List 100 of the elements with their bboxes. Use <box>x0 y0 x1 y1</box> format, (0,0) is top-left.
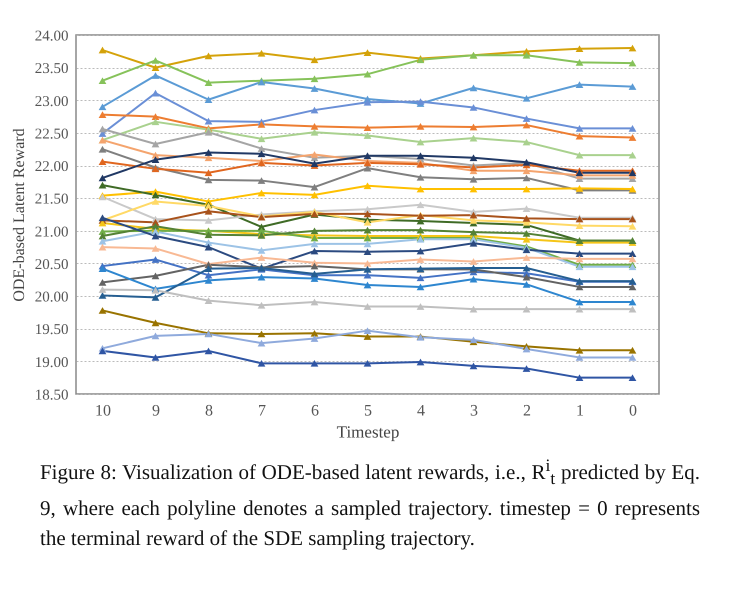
point <box>416 256 424 263</box>
point <box>204 217 212 224</box>
point <box>310 262 318 270</box>
point <box>204 265 212 272</box>
point <box>576 354 584 361</box>
point <box>152 72 160 79</box>
point <box>98 265 106 272</box>
point <box>364 333 372 340</box>
point <box>416 174 424 181</box>
point <box>98 46 106 54</box>
x-tick-label: 10 <box>95 402 111 420</box>
y-tick-label: 19.50 <box>34 322 68 338</box>
point <box>98 279 106 286</box>
point <box>152 118 160 126</box>
y-tick-label: 22.50 <box>34 126 68 142</box>
point <box>98 77 106 84</box>
point <box>522 138 530 146</box>
point <box>364 132 372 139</box>
point <box>310 85 318 92</box>
point <box>364 260 372 267</box>
caption: Figure 8: Visualization of ODE-based latent rewards, i.e., R$^{i}$$_{t}$ predicted by Eq. 9, where each polyline denotes a sampled trajectory. timestep = 0 represents the terminal reward of the SDE sampling trajectory. <box>40 454 700 552</box>
y-tick-label: 20.00 <box>34 290 68 306</box>
point <box>522 365 530 372</box>
point <box>152 64 160 71</box>
point <box>204 272 212 279</box>
point <box>204 231 212 238</box>
point <box>522 306 530 312</box>
point <box>470 276 478 282</box>
point <box>628 60 636 66</box>
point <box>364 360 372 367</box>
x-tick-label: 0 <box>629 402 637 420</box>
point <box>470 104 478 111</box>
point <box>258 340 266 346</box>
point <box>98 244 106 250</box>
point <box>204 52 212 60</box>
point <box>310 128 318 136</box>
x-tick-label: 2 <box>523 402 531 420</box>
point <box>152 90 160 96</box>
point <box>152 156 160 164</box>
point <box>310 360 318 367</box>
point <box>416 248 424 254</box>
point <box>98 126 106 132</box>
point <box>522 115 530 122</box>
y-tick-label: 23.50 <box>34 61 68 78</box>
point <box>522 94 530 102</box>
point <box>522 186 530 192</box>
point <box>576 152 584 158</box>
point <box>576 124 584 132</box>
point <box>152 222 160 230</box>
point <box>470 154 478 162</box>
point <box>416 274 424 282</box>
point <box>310 227 318 234</box>
point <box>98 174 106 182</box>
point <box>416 358 424 366</box>
y-tick-label: 24.00 <box>34 28 68 44</box>
point <box>628 346 636 354</box>
point <box>204 176 212 184</box>
point <box>576 374 584 382</box>
point <box>98 307 106 314</box>
point <box>98 182 106 188</box>
point <box>364 327 372 334</box>
point <box>98 103 106 110</box>
point <box>364 218 372 226</box>
point <box>310 240 318 248</box>
point <box>310 123 318 130</box>
point <box>628 374 636 382</box>
point <box>522 122 530 128</box>
point <box>98 232 106 240</box>
point <box>576 250 584 258</box>
point <box>204 297 212 304</box>
point <box>470 362 478 370</box>
point <box>628 250 636 258</box>
point <box>98 214 106 222</box>
point <box>576 256 584 262</box>
point <box>204 169 212 176</box>
point <box>98 348 106 354</box>
point <box>522 274 530 281</box>
point <box>416 201 424 208</box>
point <box>258 360 266 367</box>
point <box>152 113 160 120</box>
point <box>364 240 372 248</box>
point <box>522 167 530 174</box>
x-tick-label: 9 <box>152 402 160 420</box>
x-tick-label: 4 <box>417 402 425 420</box>
x-tick-label: 1 <box>576 402 584 420</box>
point <box>152 245 160 252</box>
point <box>522 52 530 59</box>
y-tick-label: 22.00 <box>34 159 68 176</box>
point <box>204 118 212 125</box>
point <box>470 124 478 130</box>
point <box>258 150 266 158</box>
point <box>576 306 584 312</box>
point <box>416 186 424 192</box>
y-tick-label: 18.50 <box>34 388 68 404</box>
point <box>576 45 584 52</box>
point <box>470 212 478 219</box>
point <box>628 83 636 90</box>
point <box>152 57 160 64</box>
point <box>152 256 160 263</box>
y-tick-label: 21.00 <box>34 224 68 240</box>
